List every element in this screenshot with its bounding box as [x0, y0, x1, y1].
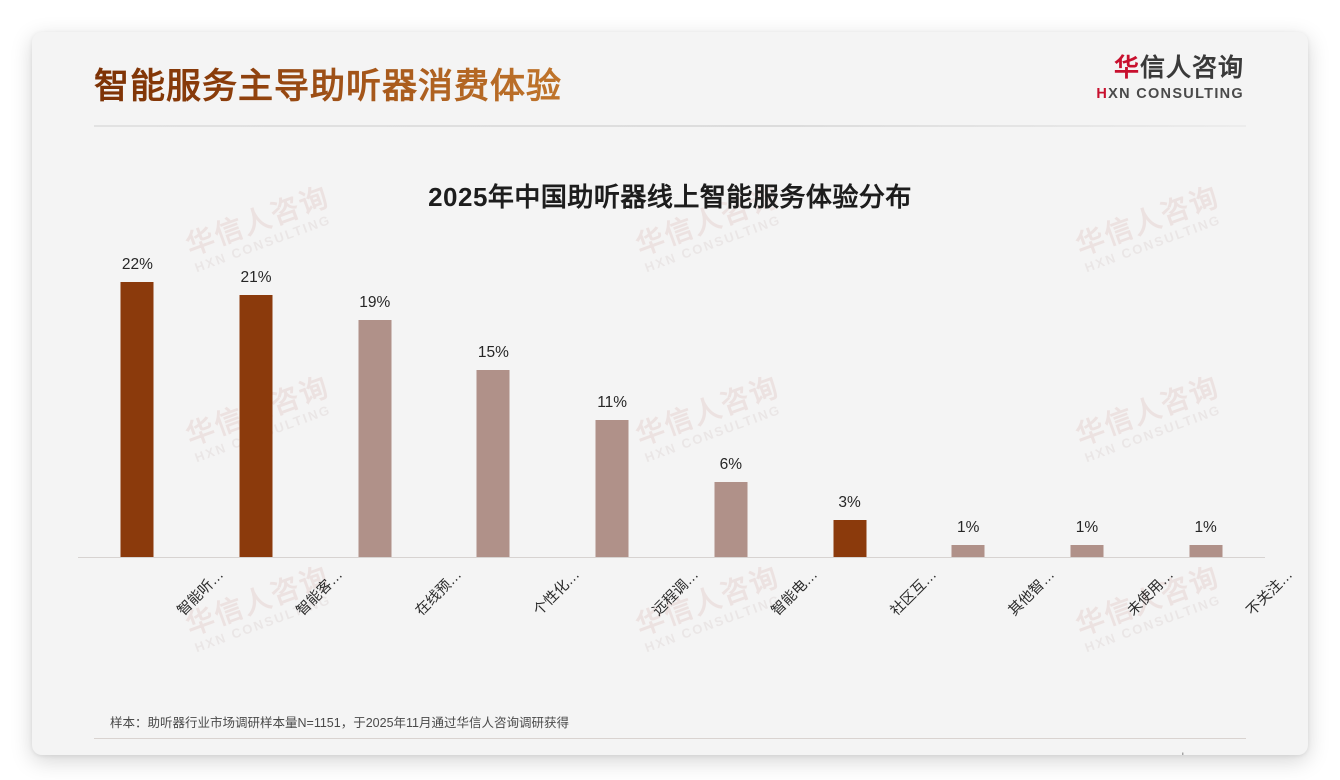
bar-group: 1%: [1146, 257, 1265, 557]
bar-group: 15%: [434, 257, 553, 557]
x-axis-tick-label: 智能电…: [768, 566, 821, 620]
x-axis-tick-label: 智能听…: [175, 566, 228, 620]
copyright-text: ©2026.1 HXR华信人咨询: [94, 751, 234, 755]
chart-bar[interactable]: [476, 369, 510, 557]
chart-bar[interactable]: [951, 544, 985, 557]
x-axis-tick-label: 社区互…: [887, 566, 940, 620]
x-axis-tick-label: 个性化…: [531, 566, 584, 620]
source-footnote: 样本：助听器行业市场调研样本量N=1151，于2025年11月通过华信人咨询调研…: [110, 716, 569, 730]
bar-group: 6%: [672, 257, 791, 557]
x-axis-tick-label: 不关注…: [1243, 566, 1296, 620]
bar-value-label: 15%: [477, 343, 509, 361]
logo-en-highlight: H: [1096, 86, 1109, 102]
bar-value-label: 1%: [1194, 518, 1217, 536]
bar-value-label: 3%: [838, 493, 861, 511]
bar-value-label: 22%: [121, 256, 153, 273]
footer-divider: [94, 738, 1246, 739]
slide-footer: ©2026.1 HXR华信人咨询 www.hxrcon.com: [32, 745, 1308, 755]
bar-group: 11%: [553, 257, 672, 557]
logo-cn-highlight: 华: [1113, 54, 1140, 82]
bar-group: 21%: [197, 257, 316, 557]
x-axis-tick-label: 其他智…: [1006, 566, 1059, 620]
bar-value-label: 1%: [1075, 518, 1099, 536]
bar-group: 22%: [78, 256, 197, 557]
chart-bar[interactable]: [120, 282, 154, 557]
chart-bar[interactable]: [239, 294, 273, 557]
chart-bar[interactable]: [595, 419, 629, 557]
company-logo: 华信人咨询 HXN CONSULTING: [1096, 56, 1244, 102]
bar-value-label: 1%: [957, 518, 980, 536]
bar-group: 1%: [909, 257, 1028, 557]
chart-bar[interactable]: [1189, 544, 1223, 557]
bar-group: 19%: [315, 257, 434, 557]
slide-header: 智能服务主导助听器消费体验 华信人咨询 HXN CONSULTING: [32, 32, 1308, 127]
slide-card: 华信人咨询 HXN CONSULTING 华信人咨询 HXN CONSULTIN…: [32, 32, 1308, 755]
page-title: 智能服务主导助听器消费体验: [94, 58, 562, 109]
bar-group: 1%: [1028, 257, 1147, 557]
bar-value-label: 11%: [597, 393, 628, 411]
bar-value-label: 19%: [359, 293, 391, 311]
logo-en-rest: XN CONSULTING: [1108, 86, 1244, 102]
bar-value-label: 6%: [719, 456, 743, 473]
bar-group: 3%: [790, 257, 909, 557]
header-divider: [94, 125, 1246, 127]
x-axis-tick-label: 未使用…: [1124, 566, 1178, 620]
watermark-en: HXN CONSULTING: [1082, 592, 1224, 656]
logo-chinese-text: 华信人咨询: [1096, 56, 1244, 81]
chart-title: 2025年中国助听器线上智能服务体验分布: [428, 182, 912, 212]
website-url: www.hxrcon.com: [1152, 751, 1246, 755]
bar-value-label: 21%: [240, 268, 272, 286]
logo-cn-rest: 信人咨询: [1139, 54, 1244, 82]
bar-chart-plot-area: 22% 21% 19% 15% 11% 6% 3% 1% 1% 1%: [78, 256, 1265, 557]
chart-bar[interactable]: [358, 319, 392, 557]
x-axis-tick-label: 在线预…: [412, 566, 465, 620]
x-axis-tick-label: 智能客…: [293, 566, 347, 620]
logo-english-text: HXN CONSULTING: [1096, 87, 1244, 102]
x-axis-tick-label: 远程调…: [649, 566, 703, 620]
chart-bar[interactable]: [1070, 544, 1104, 557]
chart-bar[interactable]: [833, 519, 867, 557]
chart-bar[interactable]: [714, 482, 748, 557]
chart-axis-line: [78, 557, 1265, 558]
